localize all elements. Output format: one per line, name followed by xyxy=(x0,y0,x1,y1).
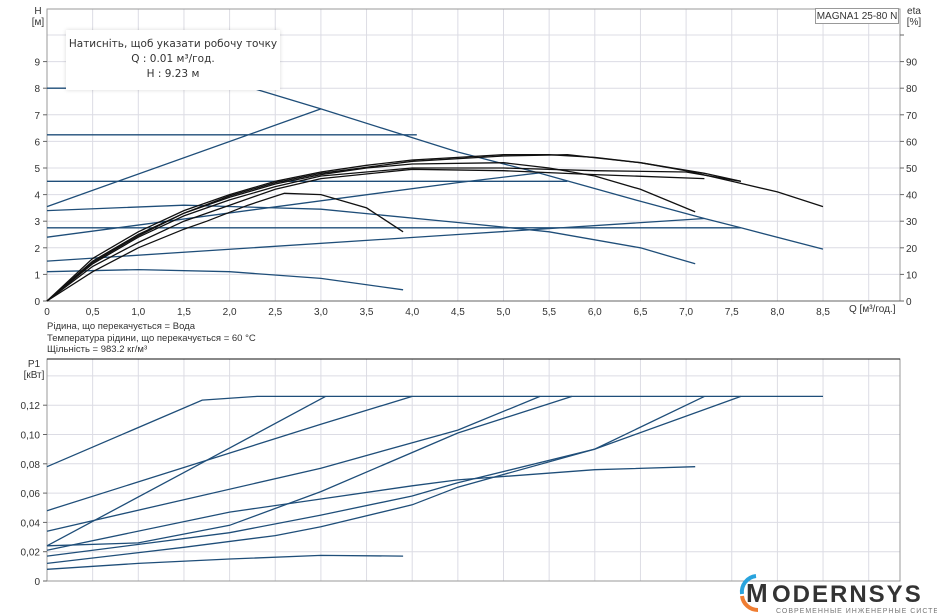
model-label: MAGNA1 25-80 N xyxy=(815,8,899,24)
y2-tick-label: 50 xyxy=(906,164,918,175)
efficiency-curve xyxy=(46,154,742,302)
p1-axis-label: P1 [кВт] xyxy=(23,359,45,381)
y2-tick-label: 10 xyxy=(906,270,918,281)
y2-tick-label: 90 xyxy=(906,58,918,69)
svg-text:M: M xyxy=(746,578,769,608)
y2-tick-label: 80 xyxy=(906,84,918,95)
y-tick-label: 7 xyxy=(34,111,40,122)
power-curve xyxy=(46,395,413,512)
fluid-info: Рідина, що перекачується = Вода Температ… xyxy=(47,321,256,356)
y-tick-label: 9 xyxy=(34,58,40,69)
y2-axis-label: eta [%] xyxy=(906,6,922,28)
power-curve xyxy=(46,395,326,547)
fluid-density: Щільність = 983.2 кг/м³ xyxy=(47,344,148,355)
tooltip-flow: Q : 0.01 м³/год. xyxy=(131,53,215,65)
x-axis-label: Q [м³/год.] xyxy=(849,304,896,315)
x-tick-label: 1,0 xyxy=(131,307,145,318)
x-tick-label: 3,0 xyxy=(314,307,328,318)
y-tick-label: 5 xyxy=(34,164,40,175)
y-tick-label: 0,08 xyxy=(21,460,41,471)
y-tick-label: 0 xyxy=(34,297,40,308)
head-line xyxy=(46,172,541,238)
y-tick-label: 8 xyxy=(34,84,40,95)
head-line xyxy=(46,268,404,291)
tooltip-head: H : 9.23 м xyxy=(146,68,200,80)
y2-tick-label: 30 xyxy=(906,217,918,228)
y-tick-label: 0,12 xyxy=(21,401,41,412)
y-tick-label: 0,06 xyxy=(21,489,41,500)
x-tick-label: 6,5 xyxy=(633,307,647,318)
x-tick-label: 4,0 xyxy=(405,307,419,318)
svg-text:СОВРЕМЕННЫЕ ИНЖЕНЕРНЫЕ СИСТЕМЫ: СОВРЕМЕННЫЕ ИНЖЕНЕРНЫЕ СИСТЕМЫ xyxy=(776,608,937,615)
y-tick-label: 1 xyxy=(34,270,40,281)
x-tick-label: 7,0 xyxy=(679,307,693,318)
y2-tick-label: 60 xyxy=(906,137,918,148)
x-tick-label: 2,0 xyxy=(223,307,237,318)
y-tick-label: 0,04 xyxy=(21,518,41,529)
power-curve xyxy=(46,395,573,547)
modernsys-logo: M ODERNSYS СОВРЕМЕННЫЕ ИНЖЕНЕРНЫЕ СИСТЕМ… xyxy=(739,574,937,615)
y-tick-label: 4 xyxy=(34,191,40,202)
y2-tick-label: 70 xyxy=(906,111,918,122)
power-curve xyxy=(46,466,696,551)
power-curve xyxy=(46,395,541,532)
y-tick-label: 2 xyxy=(34,244,40,255)
y-tick-label: 0,10 xyxy=(21,431,41,442)
y-tick-label: 0,02 xyxy=(21,548,41,559)
x-tick-label: 0 xyxy=(44,307,50,318)
svg-text:ODERNSYS: ODERNSYS xyxy=(772,581,923,608)
efficiency-curve xyxy=(46,167,742,302)
y2-tick-label: 20 xyxy=(906,244,918,255)
x-tick-label: 5,5 xyxy=(542,307,556,318)
y-tick-label: 6 xyxy=(34,137,40,148)
efficiency-curve xyxy=(46,154,824,302)
y-tick-label: 3 xyxy=(34,217,40,228)
x-tick-label: 2,5 xyxy=(268,307,282,318)
efficiency-curve xyxy=(46,168,705,302)
x-tick-label: 4,5 xyxy=(451,307,465,318)
power-curve xyxy=(46,395,705,557)
power-curve xyxy=(46,395,823,468)
y2-tick-label: 0 xyxy=(906,297,912,308)
y-tick-label: 0 xyxy=(34,577,40,588)
fluid-type: Рідина, що перекачується = Вода xyxy=(47,321,195,332)
x-tick-label: 8,5 xyxy=(816,307,830,318)
x-tick-label: 1,5 xyxy=(177,307,191,318)
efficiency-curve xyxy=(46,192,404,302)
tooltip-instruction: Натисніть, щоб указати робочу точку xyxy=(68,38,278,50)
y-axis-label: H [м] xyxy=(31,6,45,28)
x-tick-label: 6,0 xyxy=(588,307,602,318)
power-curve xyxy=(46,554,404,570)
x-tick-label: 0,5 xyxy=(86,307,100,318)
efficiency-curve xyxy=(46,162,696,302)
y2-tick-label: 40 xyxy=(906,191,918,202)
power-curve xyxy=(46,395,742,565)
fluid-temperature: Температура рідини, що перекачується = 6… xyxy=(47,332,256,344)
operating-point-tooltip: Натисніть, щоб указати робочу точку Q : … xyxy=(66,30,280,90)
x-tick-label: 7,5 xyxy=(725,307,739,318)
x-tick-label: 5,0 xyxy=(497,307,511,318)
head-line xyxy=(46,108,322,208)
x-tick-label: 3,5 xyxy=(360,307,374,318)
head-line xyxy=(46,204,696,265)
x-tick-label: 8,0 xyxy=(770,307,784,318)
head-line xyxy=(46,217,705,262)
